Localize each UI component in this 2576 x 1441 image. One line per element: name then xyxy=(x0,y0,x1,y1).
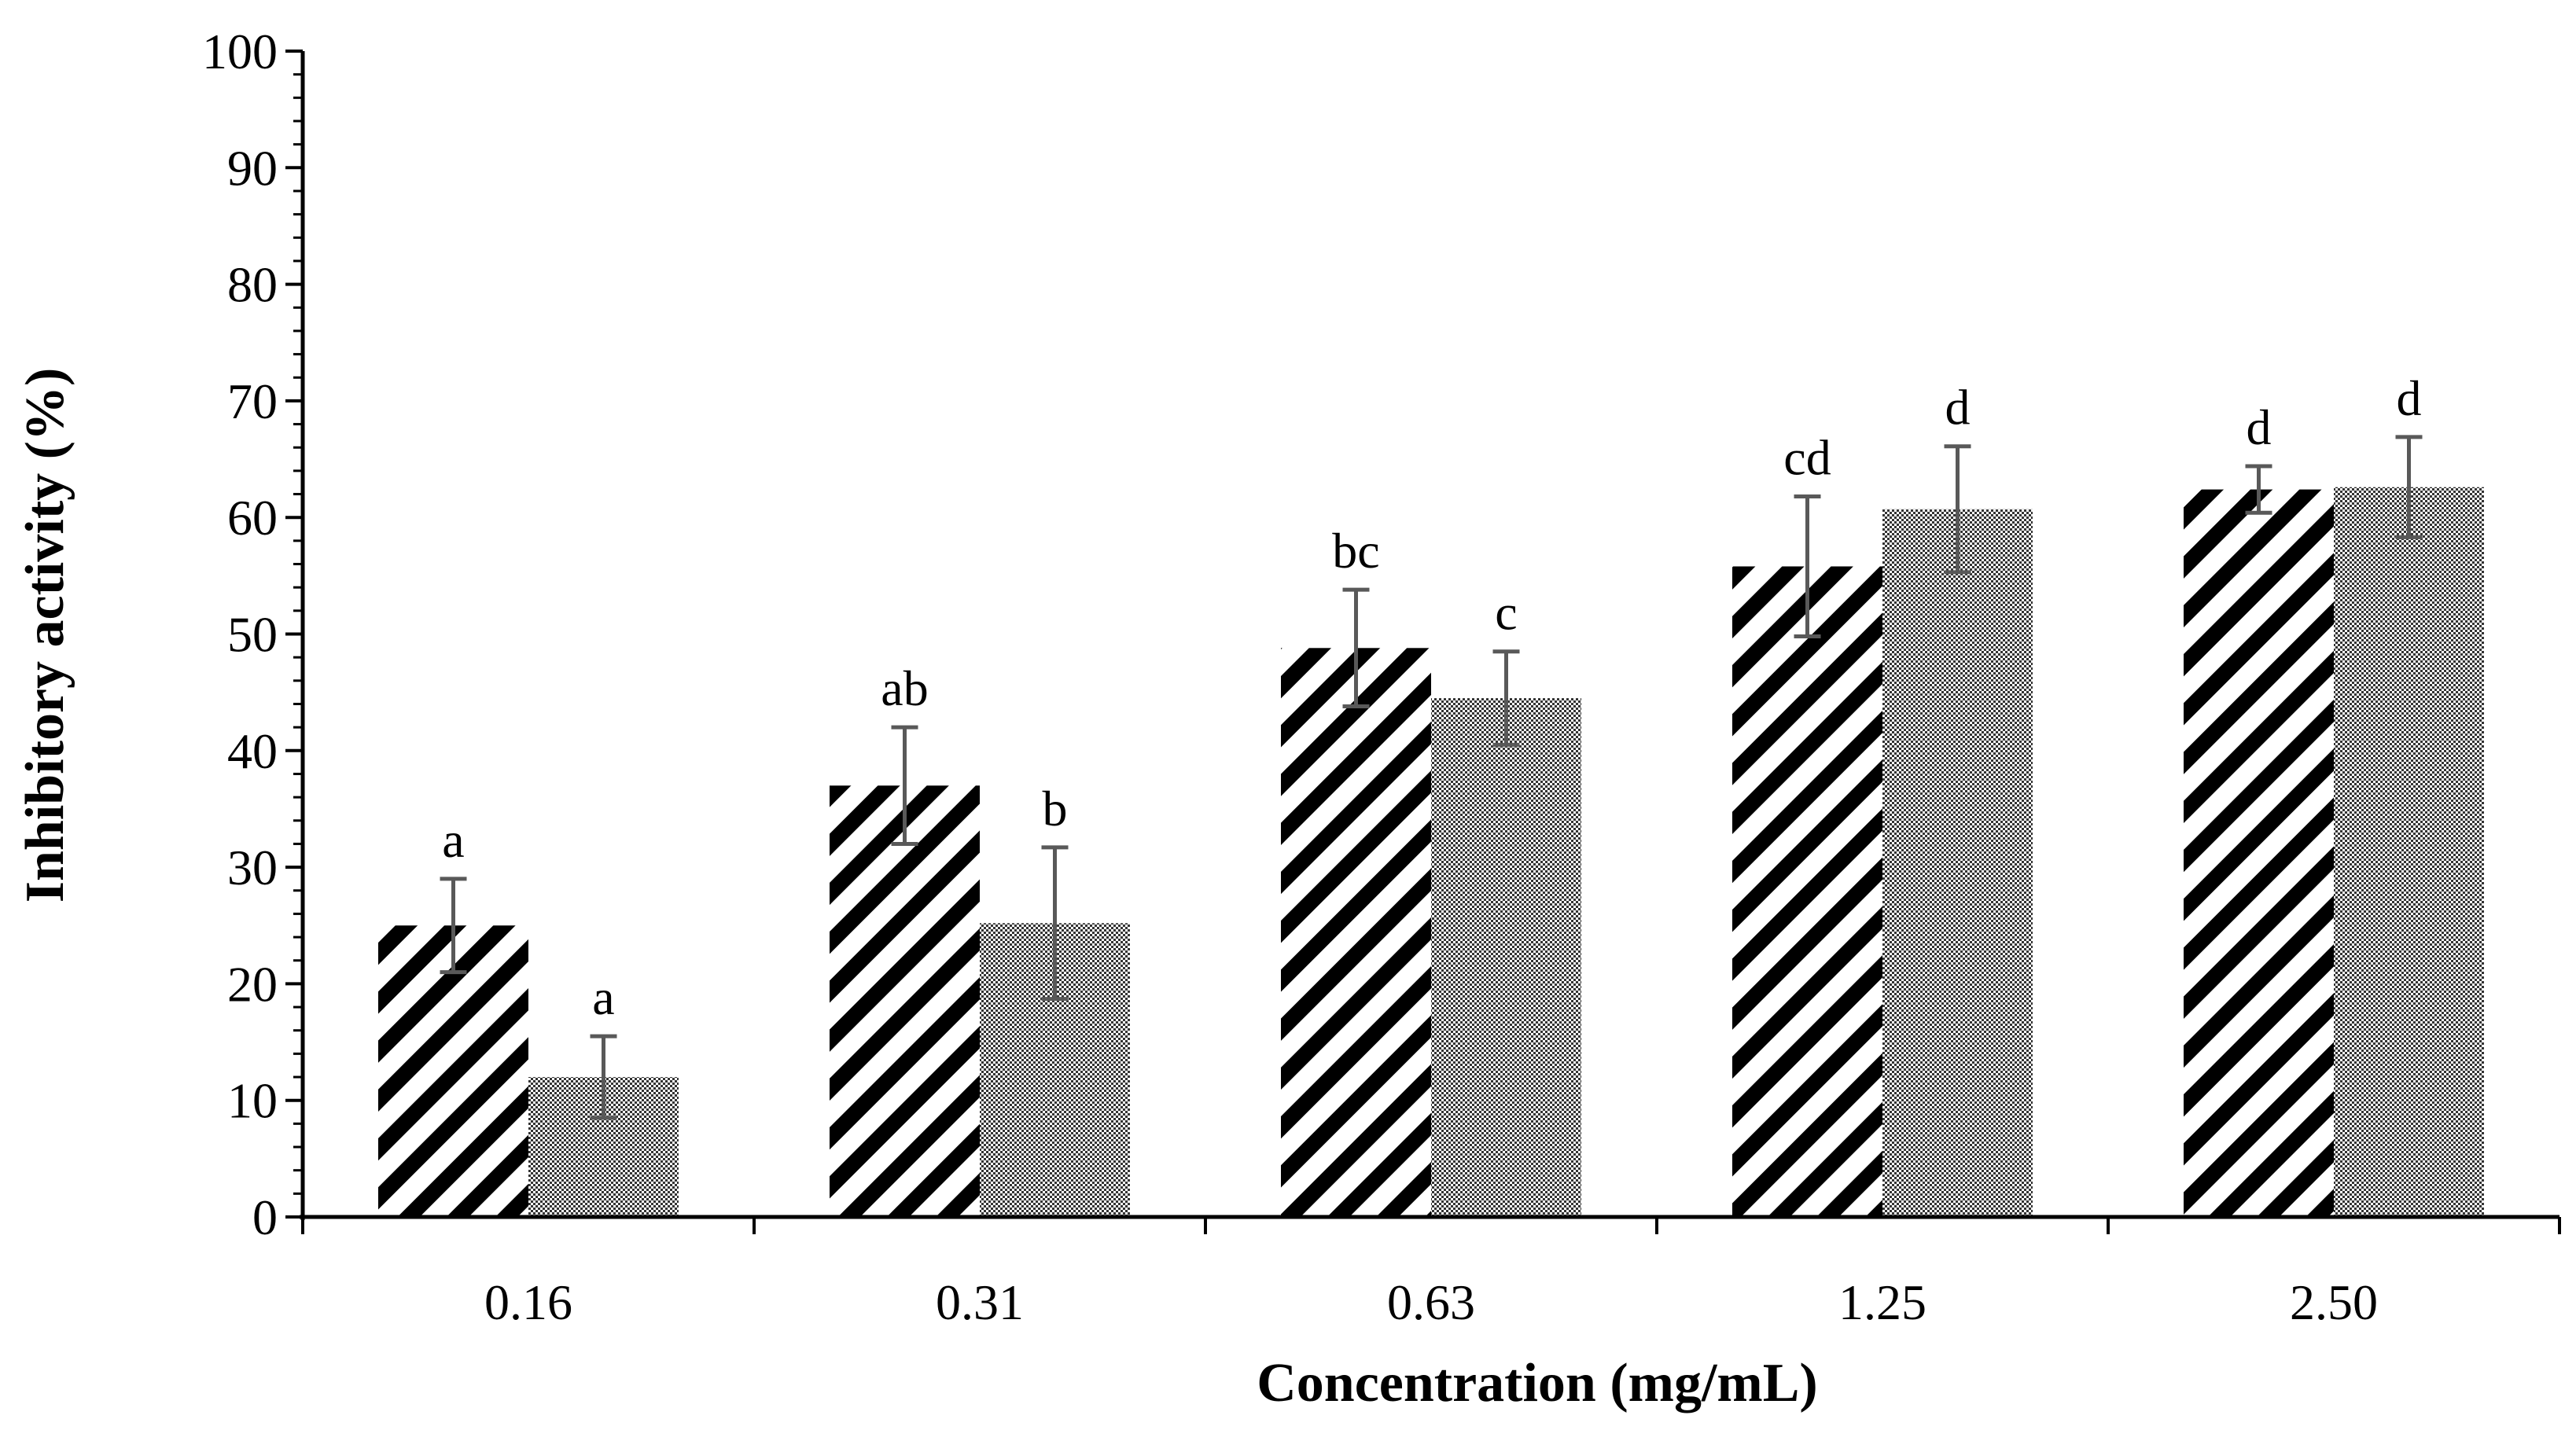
y-tick-label: 90 xyxy=(227,140,278,196)
bar-series-1-0.31 xyxy=(830,785,980,1217)
bar-series-1-1.25 xyxy=(1732,566,1882,1217)
y-tick-label: 80 xyxy=(227,257,278,313)
data-label-series-2-2.50: d xyxy=(2397,370,2422,426)
bar-series-2-1.25 xyxy=(1882,509,2033,1217)
x-tick-label: 0.16 xyxy=(484,1274,572,1330)
x-tick-label: 0.63 xyxy=(1387,1274,1475,1330)
data-label-series-1-1.25: cd xyxy=(1783,430,1831,486)
data-label-series-2-1.25: d xyxy=(1945,380,1971,436)
y-tick-label: 40 xyxy=(227,723,278,779)
y-tick-label: 30 xyxy=(227,840,278,895)
x-axis-title: Concentration (mg/mL) xyxy=(1257,1353,1818,1413)
y-tick-label: 50 xyxy=(227,607,278,663)
data-label-series-1-0.31: ab xyxy=(881,660,928,716)
data-label-series-1-0.16: a xyxy=(442,812,464,868)
y-tick-label: 10 xyxy=(227,1073,278,1129)
data-label-series-2-0.16: a xyxy=(592,969,614,1025)
bar-series-1-2.50 xyxy=(2184,489,2334,1217)
plot-area: a a ab b bc c cd d d d xyxy=(378,370,2484,1217)
x-tick-label: 0.31 xyxy=(936,1274,1024,1330)
y-tick-label: 20 xyxy=(227,956,278,1012)
y-axis-title: Inhibitory activity (%) xyxy=(15,368,75,903)
x-tick-label: 1.25 xyxy=(1838,1274,1926,1330)
y-tick-label: 60 xyxy=(227,490,278,546)
axes: 0 10 20 30 40 50 60 70 80 90 100 0.16 0.31 0.63 1.25 2.… xyxy=(202,24,2561,1330)
data-label-series-1-0.63: bc xyxy=(1332,523,1379,579)
y-tick-label: 0 xyxy=(252,1189,278,1245)
bar-series-2-2.50 xyxy=(2334,487,2484,1217)
data-label-series-2-0.31: b xyxy=(1043,781,1068,836)
bar-series-2-0.63 xyxy=(1431,698,1581,1217)
data-label-series-1-2.50: d xyxy=(2247,399,2272,455)
y-tick-label: 100 xyxy=(202,24,278,79)
y-tick-label: 70 xyxy=(227,373,278,429)
bar-series-1-0.63 xyxy=(1281,648,1431,1217)
x-tick-label: 2.50 xyxy=(2290,1274,2378,1330)
data-label-series-2-0.63: c xyxy=(1495,585,1517,641)
